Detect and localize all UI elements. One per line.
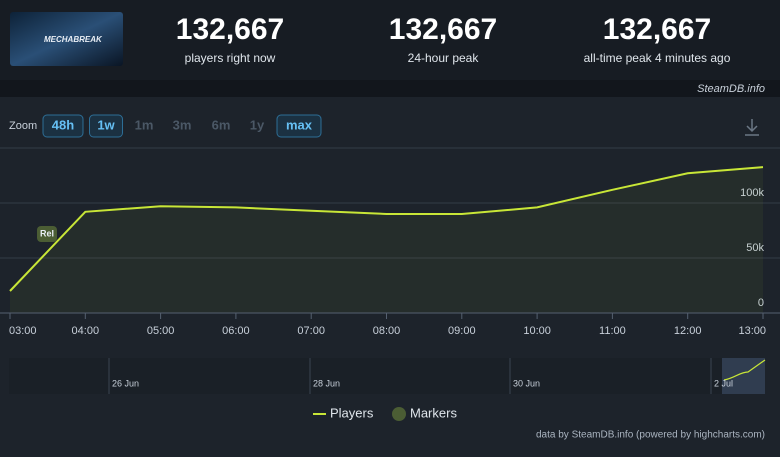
zoom-button[interactable] bbox=[276, 114, 322, 138]
navigator-window[interactable] bbox=[722, 358, 765, 394]
zoom-label: Zoom bbox=[9, 120, 37, 132]
x-tick-label: 03:00 bbox=[9, 325, 37, 337]
marker[interactable] bbox=[37, 226, 57, 242]
stat-label: players right now bbox=[185, 51, 276, 65]
y-tick-label: 50k bbox=[746, 242, 764, 254]
x-tick-label: 07:00 bbox=[297, 325, 325, 337]
legend-label[interactable]: Players bbox=[330, 405, 374, 420]
header-bg bbox=[0, 0, 780, 80]
marker-label[interactable]: Rel bbox=[40, 228, 54, 238]
stat-value: 132,667 bbox=[603, 13, 711, 46]
x-tick-label: 11:00 bbox=[599, 325, 626, 337]
legend-label[interactable]: Markers bbox=[410, 405, 457, 420]
site-name: SteamDB.info bbox=[697, 83, 765, 95]
logo-text: MECHABREAK bbox=[44, 35, 103, 44]
zoom-button-text[interactable]: 1m bbox=[135, 117, 154, 132]
x-tick-label: 10:00 bbox=[523, 325, 551, 337]
credits: data by SteamDB.info (powered by highcha… bbox=[536, 430, 765, 441]
x-tick-label: 04:00 bbox=[72, 325, 100, 337]
x-tick-label: 08:00 bbox=[373, 325, 401, 337]
stat-label: 24-hour peak bbox=[408, 51, 480, 65]
x-tick-label: 05:00 bbox=[147, 325, 175, 337]
zoom-button-text[interactable]: 1y bbox=[250, 117, 265, 132]
navigator-label: 28 Jun bbox=[313, 378, 340, 388]
zoom-button-text[interactable]: 1w bbox=[97, 117, 115, 132]
line bbox=[9, 166, 764, 292]
zoom-button[interactable] bbox=[89, 114, 123, 138]
area bbox=[10, 167, 763, 313]
download-icon[interactable] bbox=[745, 119, 759, 136]
navigator-label: 30 Jun bbox=[513, 378, 540, 388]
x-tick-label: 06:00 bbox=[222, 325, 250, 337]
stat-value: 132,667 bbox=[176, 13, 284, 46]
game-logo bbox=[10, 12, 123, 66]
zoom-button-text[interactable]: 3m bbox=[173, 117, 192, 132]
x-tick-label: 09:00 bbox=[448, 325, 476, 337]
stat-value: 132,667 bbox=[389, 13, 497, 46]
navigator-line bbox=[723, 359, 766, 381]
navigator-bg bbox=[9, 358, 765, 394]
navigator-label: 2 Jul bbox=[714, 378, 733, 388]
zoom-button[interactable] bbox=[42, 114, 84, 138]
zoom-button-text[interactable]: 48h bbox=[52, 117, 74, 132]
zoom-button-text[interactable]: max bbox=[286, 117, 313, 132]
y-tick-label: 100k bbox=[740, 187, 764, 199]
zoom-button-text[interactable]: 6m bbox=[212, 117, 231, 132]
legend-swatch bbox=[392, 407, 406, 421]
x-tick-label: 13:00 bbox=[738, 325, 766, 337]
site-strip bbox=[0, 80, 780, 97]
y-tick-label: 0 bbox=[758, 297, 764, 309]
x-tick-label: 12:00 bbox=[674, 325, 702, 337]
stat-label: all-time peak 4 minutes ago bbox=[584, 51, 731, 65]
navigator-label: 26 Jun bbox=[112, 378, 139, 388]
